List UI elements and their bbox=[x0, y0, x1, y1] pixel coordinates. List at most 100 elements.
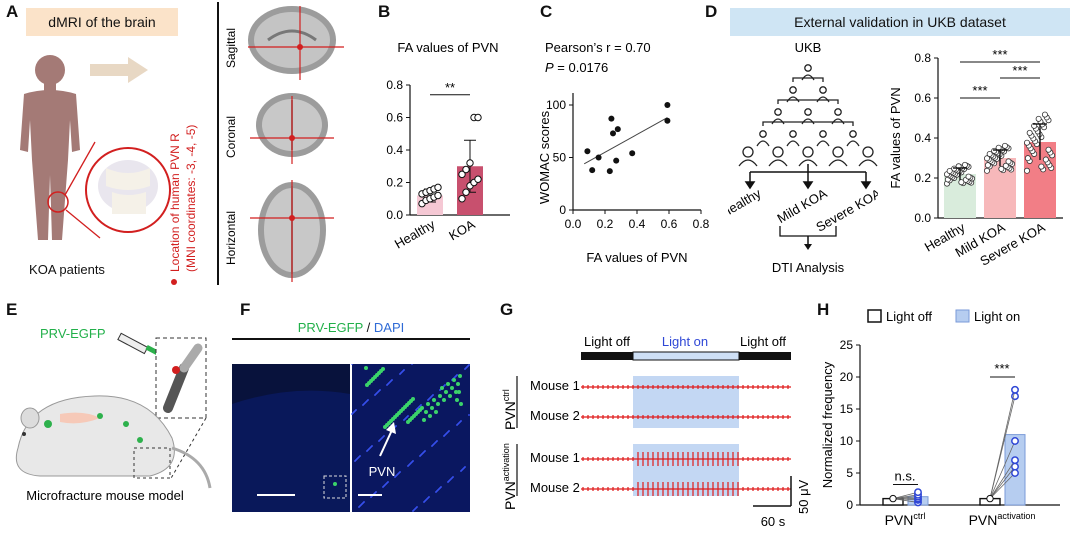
h-point-on bbox=[914, 488, 922, 497]
d-point bbox=[984, 162, 991, 169]
panel-c-chart: Pearson’s r = 0.70 P = 0.0176 0 50 100 0.0 0… bbox=[537, 40, 710, 265]
person-icon bbox=[756, 140, 770, 147]
h-y-tick-label: 15 bbox=[840, 402, 854, 416]
c-x-label: FA values of PVN bbox=[586, 250, 687, 265]
d-point bbox=[1023, 167, 1030, 174]
d-point bbox=[1038, 163, 1045, 170]
dti-analysis-label: DTI Analysis bbox=[772, 260, 845, 275]
scale-bar-right bbox=[358, 494, 382, 496]
dapi-dot bbox=[456, 424, 458, 426]
gfp-cell bbox=[428, 414, 432, 418]
d-point bbox=[965, 173, 972, 180]
dapi-dot bbox=[415, 409, 417, 411]
panel-label-b: B bbox=[378, 2, 391, 21]
patient-illustration bbox=[20, 55, 171, 240]
brain-slices: Sagittal Coronal Horizontal bbox=[224, 6, 344, 282]
group-activation-label: PVNactivation bbox=[501, 443, 518, 510]
b-point bbox=[462, 188, 470, 196]
plane-sagittal: Sagittal bbox=[224, 28, 238, 68]
dapi-dot bbox=[464, 368, 466, 370]
d-point bbox=[1001, 142, 1008, 149]
person-icon bbox=[789, 130, 797, 138]
gfp-cell bbox=[446, 382, 450, 386]
plane-coronal: Coronal bbox=[224, 116, 238, 158]
pyramid-link bbox=[777, 99, 839, 104]
person-icon bbox=[804, 64, 812, 72]
d-point bbox=[1041, 111, 1048, 118]
panel-label-c: C bbox=[540, 2, 553, 21]
legend-on-swatch bbox=[955, 309, 970, 323]
h-ns-label: n.s. bbox=[895, 469, 916, 484]
d-point bbox=[1042, 156, 1049, 163]
b-y-tick-label: 0.6 bbox=[386, 111, 403, 125]
b-sig-label: ** bbox=[445, 80, 455, 95]
dapi-dot bbox=[362, 404, 364, 406]
gfp-cell bbox=[434, 410, 438, 414]
panel-g-traces: Light off Light on Light off PVNctrl PVN… bbox=[501, 334, 811, 529]
d-y-tick-label: 0.8 bbox=[914, 51, 931, 65]
panel-a: dMRI of the brain KOA patients Location … bbox=[0, 0, 370, 290]
panel-label-e: E bbox=[6, 300, 18, 319]
d-point bbox=[1024, 155, 1031, 162]
dapi-dot bbox=[468, 414, 470, 416]
c-point bbox=[589, 167, 596, 174]
person-icon bbox=[759, 130, 767, 138]
light-off-bar-2 bbox=[739, 352, 791, 360]
person-icon bbox=[798, 159, 818, 167]
c-x-tick-label: 0.0 bbox=[565, 217, 582, 231]
d-point bbox=[986, 150, 993, 157]
person-icon bbox=[772, 146, 784, 158]
mouse-icon bbox=[15, 395, 212, 489]
c-point bbox=[584, 148, 591, 155]
person-icon bbox=[786, 140, 800, 147]
dmri-title-box: dMRI of the brain bbox=[26, 8, 178, 36]
koa-patients-caption: KOA patients bbox=[29, 262, 105, 277]
light-on-window-1 bbox=[633, 376, 739, 428]
gfp-cell bbox=[383, 425, 387, 429]
prv-egfp-label: PRV-EGFP bbox=[40, 326, 106, 341]
person-icon bbox=[742, 146, 754, 158]
human-body-icon bbox=[20, 55, 80, 240]
dapi-dot bbox=[435, 491, 437, 493]
location-line1: Location of human PVN R bbox=[168, 133, 182, 272]
h-pair-line bbox=[892, 494, 919, 499]
panel-e-illustration: PRV-EGFP Microfracture mouse model bbox=[15, 326, 212, 503]
b-point bbox=[474, 175, 482, 183]
h-pair-line bbox=[892, 498, 919, 503]
panel-h-chart: Light off Light on 0 5 10 15 20 25 Normalized … bbox=[820, 309, 1060, 528]
gfp-cell bbox=[455, 398, 459, 402]
ukb-diagram: UKB Healthy Mild KOA Severe KOA DTI Anal… bbox=[728, 40, 878, 275]
pvn-label: PVN bbox=[369, 464, 396, 479]
d-y-label: FA values of PVN bbox=[888, 87, 903, 188]
h-point-on bbox=[1011, 385, 1019, 394]
legend-on-label: Light on bbox=[974, 309, 1020, 324]
h-point-on bbox=[1011, 469, 1019, 477]
h-pair-line bbox=[989, 440, 1016, 499]
gfp-cell bbox=[364, 366, 368, 370]
plane-horizontal: Horizontal bbox=[224, 211, 238, 265]
mouse-model-caption: Microfracture mouse model bbox=[26, 488, 184, 503]
dapi-dot bbox=[351, 364, 353, 365]
voltage-scale-label: 50 μV bbox=[796, 479, 811, 514]
person-icon bbox=[849, 130, 857, 138]
person-icon bbox=[768, 159, 788, 167]
person-icon bbox=[828, 159, 848, 167]
dapi-dot bbox=[354, 460, 356, 462]
c-x-tick-label: 0.4 bbox=[629, 217, 646, 231]
c-point bbox=[614, 126, 621, 133]
h-pair-line bbox=[989, 472, 1016, 499]
dapi-dot bbox=[431, 445, 433, 447]
gfp-cell bbox=[424, 410, 428, 414]
person-icon bbox=[816, 140, 830, 147]
b-point bbox=[458, 195, 466, 203]
h-point-off bbox=[986, 494, 994, 503]
panel-c-stat2: P = 0.0176 bbox=[545, 60, 608, 75]
gfp-cell bbox=[406, 420, 410, 424]
b-y-tick-label: 0.2 bbox=[386, 176, 403, 190]
arrow-icon bbox=[90, 57, 148, 83]
light-on-label: Light on bbox=[662, 334, 708, 349]
h-y-tick-label: 10 bbox=[840, 434, 854, 448]
c-y-tick-label: 100 bbox=[546, 98, 566, 112]
h-y-label: Normalized frequency bbox=[820, 361, 835, 488]
h-y-tick-label: 0 bbox=[846, 498, 853, 512]
